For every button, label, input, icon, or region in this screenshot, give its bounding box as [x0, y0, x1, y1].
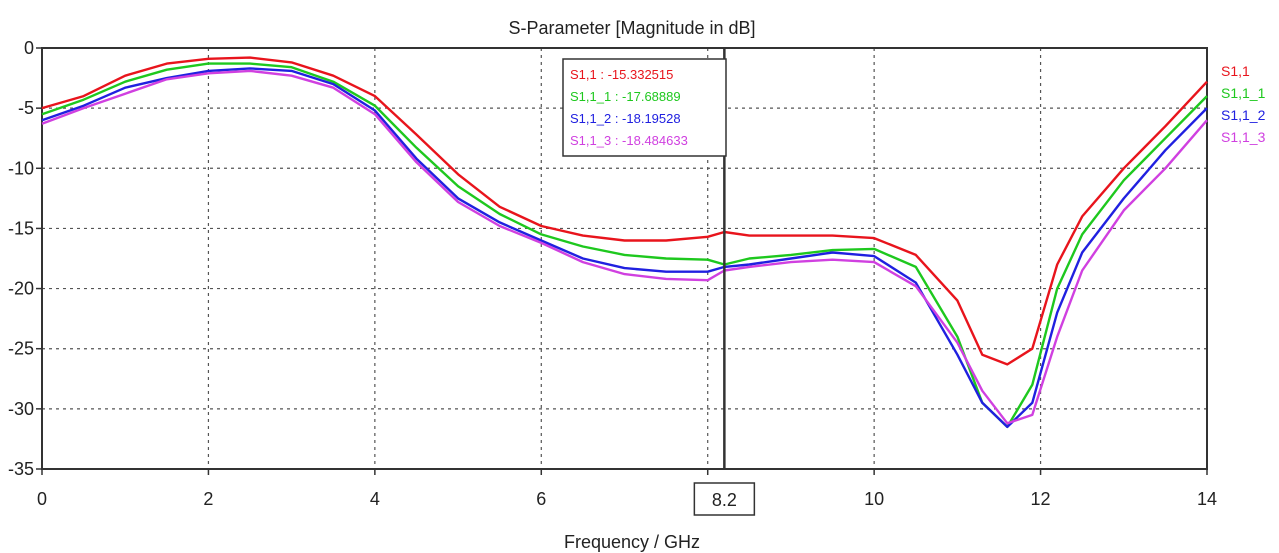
x-tick-label: 0	[37, 489, 47, 509]
marker-readout-2: S1,1_2 : -18.19528	[570, 111, 681, 126]
series-line-3	[41, 69, 1208, 425]
x-axis-label: Frequency / GHz	[564, 532, 700, 552]
y-tick-label: -5	[18, 98, 34, 118]
y-tick-label: -25	[8, 339, 34, 359]
marker-readout-1: S1,1_1 : -17.68889	[570, 89, 681, 104]
legend: S1,1 S1,1_1 S1,1_2 S1,1_3	[1221, 63, 1266, 145]
series-lines	[41, 56, 1208, 429]
axes	[36, 47, 1208, 475]
series-line-1	[41, 62, 1208, 429]
legend-entry-2: S1,1_2	[1221, 107, 1266, 123]
x-tick-label: 14	[1197, 489, 1217, 509]
y-tick-labels: 0 -5 -10 -15 -20 -25 -30 -35	[8, 38, 34, 479]
marker-readout-0: S1,1 : -15.332515	[570, 67, 673, 82]
x-tick-label: 10	[864, 489, 884, 509]
x-tick-label: 6	[536, 489, 546, 509]
series-line-0	[41, 56, 1208, 366]
y-tick-label: -10	[8, 158, 34, 178]
marker-readout-3: S1,1_3 : -18.484633	[570, 133, 688, 148]
y-tick-label: 0	[24, 38, 34, 58]
plot-frame	[41, 47, 1208, 470]
legend-entry-1: S1,1_1	[1221, 85, 1266, 101]
chart-title: S-Parameter [Magnitude in dB]	[508, 18, 755, 38]
y-tick-label: -15	[8, 218, 34, 238]
y-tick-label: -20	[8, 279, 34, 299]
x-tick-label: 2	[203, 489, 213, 509]
y-tick-label: -35	[8, 459, 34, 479]
legend-entry-3: S1,1_3	[1221, 129, 1266, 145]
legend-entry-0: S1,1	[1221, 63, 1250, 79]
cursor-value-label: 8.2	[712, 490, 737, 510]
marker-readout-box: S1,1 : -15.332515 S1,1_1 : -17.68889 S1,1_…	[562, 58, 727, 157]
series-line-2	[41, 67, 1208, 429]
x-tick-label: 12	[1031, 489, 1051, 509]
x-tick-labels: 02468101214	[37, 489, 1217, 509]
y-tick-label: -30	[8, 399, 34, 419]
marker-box-frame	[562, 58, 727, 157]
x-tick-label: 4	[370, 489, 380, 509]
cursor-value-box	[693, 482, 756, 516]
